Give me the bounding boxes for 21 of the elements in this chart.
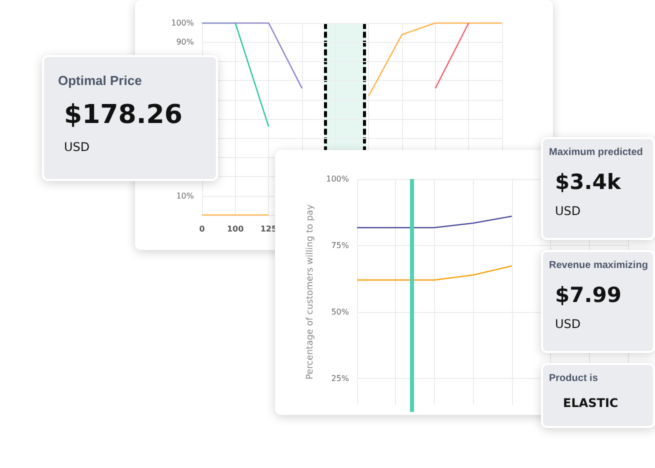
annotation: USD bbox=[555, 317, 582, 331]
text: Maximum predicted bbox=[549, 147, 644, 158]
text: USD bbox=[64, 140, 91, 154]
y-tick-label: 75% bbox=[331, 240, 350, 250]
text: Revenue maximizing bbox=[549, 260, 648, 271]
annotation: $3.4k bbox=[555, 170, 622, 194]
y-tick-label: 100% bbox=[326, 174, 350, 184]
annotation: ELASTIC bbox=[563, 396, 620, 410]
annotation: USD bbox=[555, 204, 582, 218]
annotation: $7.99 bbox=[555, 283, 622, 307]
text: $178.26 bbox=[64, 100, 184, 130]
x-tick-label: 100 bbox=[226, 224, 244, 234]
x-tick-label: 0 bbox=[199, 224, 206, 234]
text: Product is bbox=[549, 373, 599, 384]
y-tick-label: 100% bbox=[171, 18, 194, 28]
text: Optimal Price bbox=[58, 73, 143, 88]
y-tick-label: 50% bbox=[331, 307, 350, 316]
y-tick-label: 90% bbox=[176, 38, 194, 47]
y-tick-label: 25% bbox=[331, 374, 350, 383]
y-axis-title: Percentage of customers willing to pay bbox=[306, 204, 316, 380]
y-tick-label: 10% bbox=[176, 191, 194, 200]
